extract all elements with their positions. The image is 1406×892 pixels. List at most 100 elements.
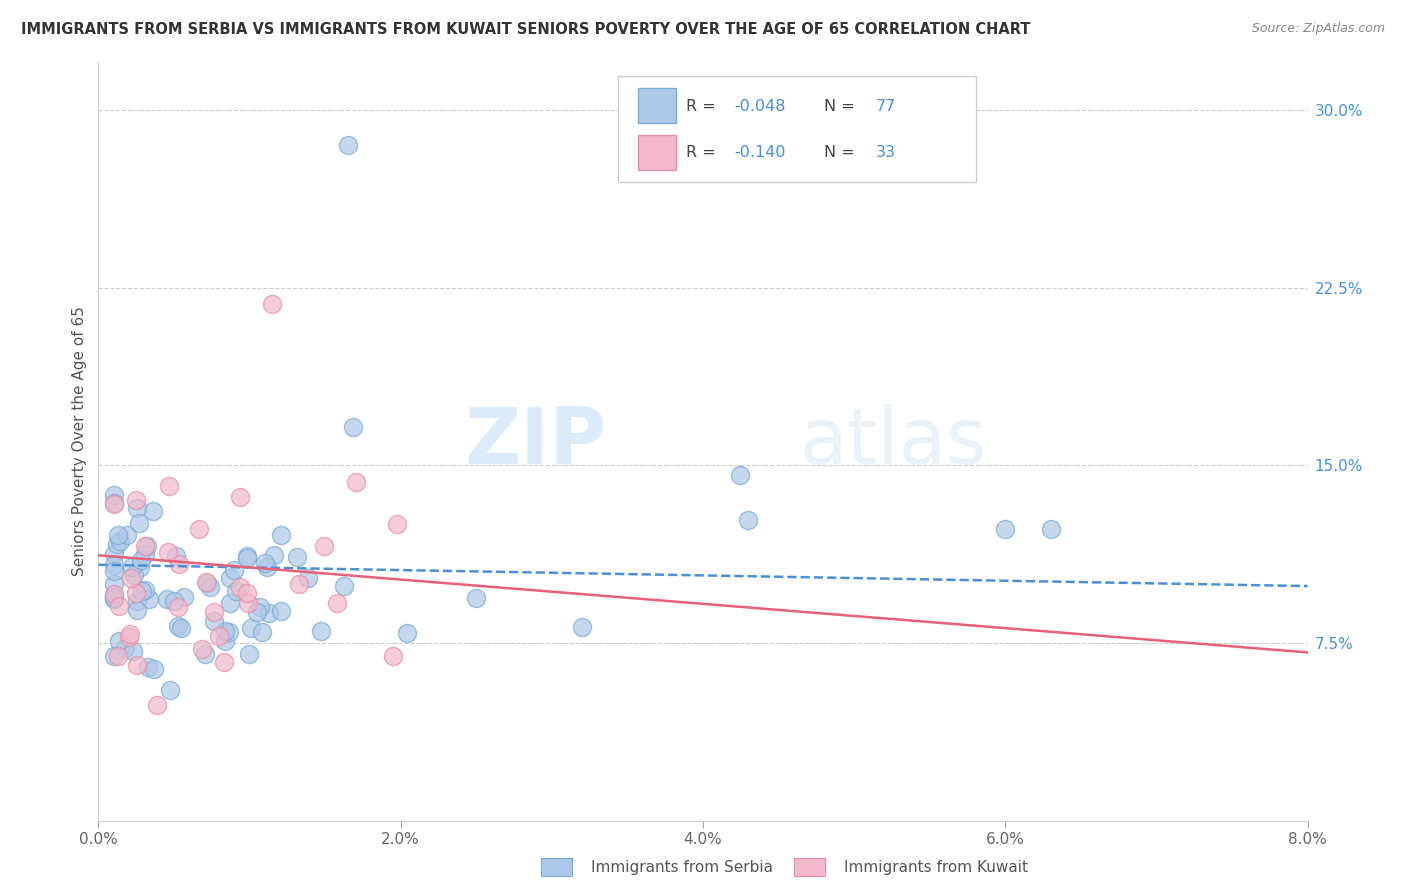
- Point: [214, 624, 236, 638]
- Point: [222, 563, 245, 577]
- Point: [129, 553, 152, 567]
- Point: [730, 467, 752, 482]
- Point: [166, 600, 188, 615]
- Point: [103, 496, 125, 510]
- Point: [737, 513, 759, 527]
- Point: [197, 576, 219, 591]
- Point: [155, 592, 177, 607]
- Point: [270, 528, 292, 542]
- Text: Source: ZipAtlas.com: Source: ZipAtlas.com: [1251, 22, 1385, 36]
- Point: [246, 605, 269, 619]
- Text: IMMIGRANTS FROM SERBIA VS IMMIGRANTS FROM KUWAIT SENIORS POVERTY OVER THE AGE OF: IMMIGRANTS FROM SERBIA VS IMMIGRANTS FRO…: [21, 22, 1031, 37]
- Point: [134, 582, 156, 597]
- Point: [166, 619, 188, 633]
- Point: [297, 571, 319, 585]
- Point: [128, 516, 150, 531]
- Point: [121, 560, 143, 574]
- Point: [326, 596, 349, 610]
- Point: [157, 479, 180, 493]
- Point: [103, 547, 125, 561]
- Point: [103, 564, 125, 578]
- Point: [131, 583, 153, 598]
- Point: [115, 528, 138, 542]
- Point: [309, 624, 332, 638]
- Point: [263, 548, 285, 562]
- Text: Immigrants from Kuwait: Immigrants from Kuwait: [844, 860, 1028, 874]
- Point: [344, 475, 367, 489]
- Point: [142, 504, 165, 518]
- Point: [285, 550, 308, 565]
- Point: [225, 584, 247, 599]
- Point: [125, 586, 148, 600]
- Point: [194, 648, 217, 662]
- Point: [342, 420, 364, 434]
- Point: [134, 539, 156, 553]
- Point: [571, 620, 593, 634]
- Point: [250, 625, 273, 640]
- Point: [288, 577, 311, 591]
- Point: [157, 545, 180, 559]
- Point: [229, 490, 252, 504]
- Point: [169, 557, 191, 571]
- Point: [994, 522, 1017, 536]
- Point: [127, 501, 149, 516]
- Point: [103, 588, 125, 602]
- Point: [146, 698, 169, 713]
- Point: [202, 606, 225, 620]
- Point: [107, 528, 129, 542]
- Y-axis label: Seniors Poverty Over the Age of 65: Seniors Poverty Over the Age of 65: [72, 307, 87, 576]
- Point: [121, 644, 143, 658]
- Point: [396, 626, 419, 640]
- Point: [200, 580, 222, 594]
- Point: [1039, 522, 1062, 536]
- Point: [262, 297, 284, 311]
- Point: [103, 591, 125, 606]
- Point: [191, 642, 214, 657]
- Point: [208, 629, 231, 643]
- Point: [107, 648, 129, 663]
- Point: [385, 517, 408, 532]
- Point: [382, 649, 405, 664]
- Text: Immigrants from Serbia: Immigrants from Serbia: [591, 860, 772, 874]
- Point: [218, 624, 240, 639]
- Point: [143, 662, 166, 676]
- Point: [103, 577, 125, 591]
- Point: [138, 660, 160, 674]
- Point: [173, 590, 195, 604]
- Point: [165, 549, 187, 564]
- Point: [127, 603, 149, 617]
- Point: [336, 138, 359, 153]
- Point: [218, 571, 240, 585]
- Point: [170, 621, 193, 635]
- Point: [238, 597, 260, 611]
- Point: [103, 488, 125, 502]
- Point: [202, 615, 225, 629]
- Point: [103, 587, 125, 601]
- Point: [236, 551, 259, 566]
- Point: [256, 559, 278, 574]
- Point: [240, 622, 263, 636]
- Point: [253, 556, 276, 570]
- Point: [107, 634, 129, 648]
- Point: [214, 634, 236, 648]
- Point: [103, 498, 125, 512]
- Point: [103, 591, 125, 605]
- Point: [229, 580, 252, 594]
- Point: [103, 558, 125, 572]
- Text: ZIP: ZIP: [464, 403, 606, 480]
- Point: [188, 523, 211, 537]
- Point: [120, 571, 142, 585]
- Point: [118, 630, 141, 644]
- Point: [125, 657, 148, 672]
- Point: [236, 586, 259, 600]
- Point: [135, 539, 157, 553]
- Point: [236, 549, 259, 563]
- Point: [138, 591, 160, 606]
- Point: [249, 599, 271, 614]
- Point: [332, 579, 354, 593]
- Point: [257, 607, 280, 621]
- Point: [162, 593, 184, 607]
- Point: [238, 648, 260, 662]
- Point: [108, 533, 131, 548]
- Point: [159, 683, 181, 698]
